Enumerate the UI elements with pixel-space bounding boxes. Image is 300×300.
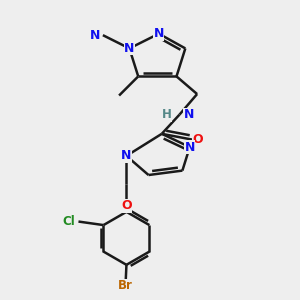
Text: Br: Br xyxy=(118,279,133,292)
Text: N: N xyxy=(124,42,135,55)
Text: O: O xyxy=(121,200,132,212)
Text: N: N xyxy=(184,108,194,121)
Text: N: N xyxy=(124,42,135,55)
Text: N: N xyxy=(121,149,132,162)
Text: N: N xyxy=(154,27,164,40)
Text: N: N xyxy=(90,29,100,42)
Text: O: O xyxy=(193,133,203,146)
Text: N: N xyxy=(184,141,195,154)
Text: N: N xyxy=(154,27,164,40)
Text: Cl: Cl xyxy=(63,215,76,228)
Text: H: H xyxy=(162,108,172,121)
